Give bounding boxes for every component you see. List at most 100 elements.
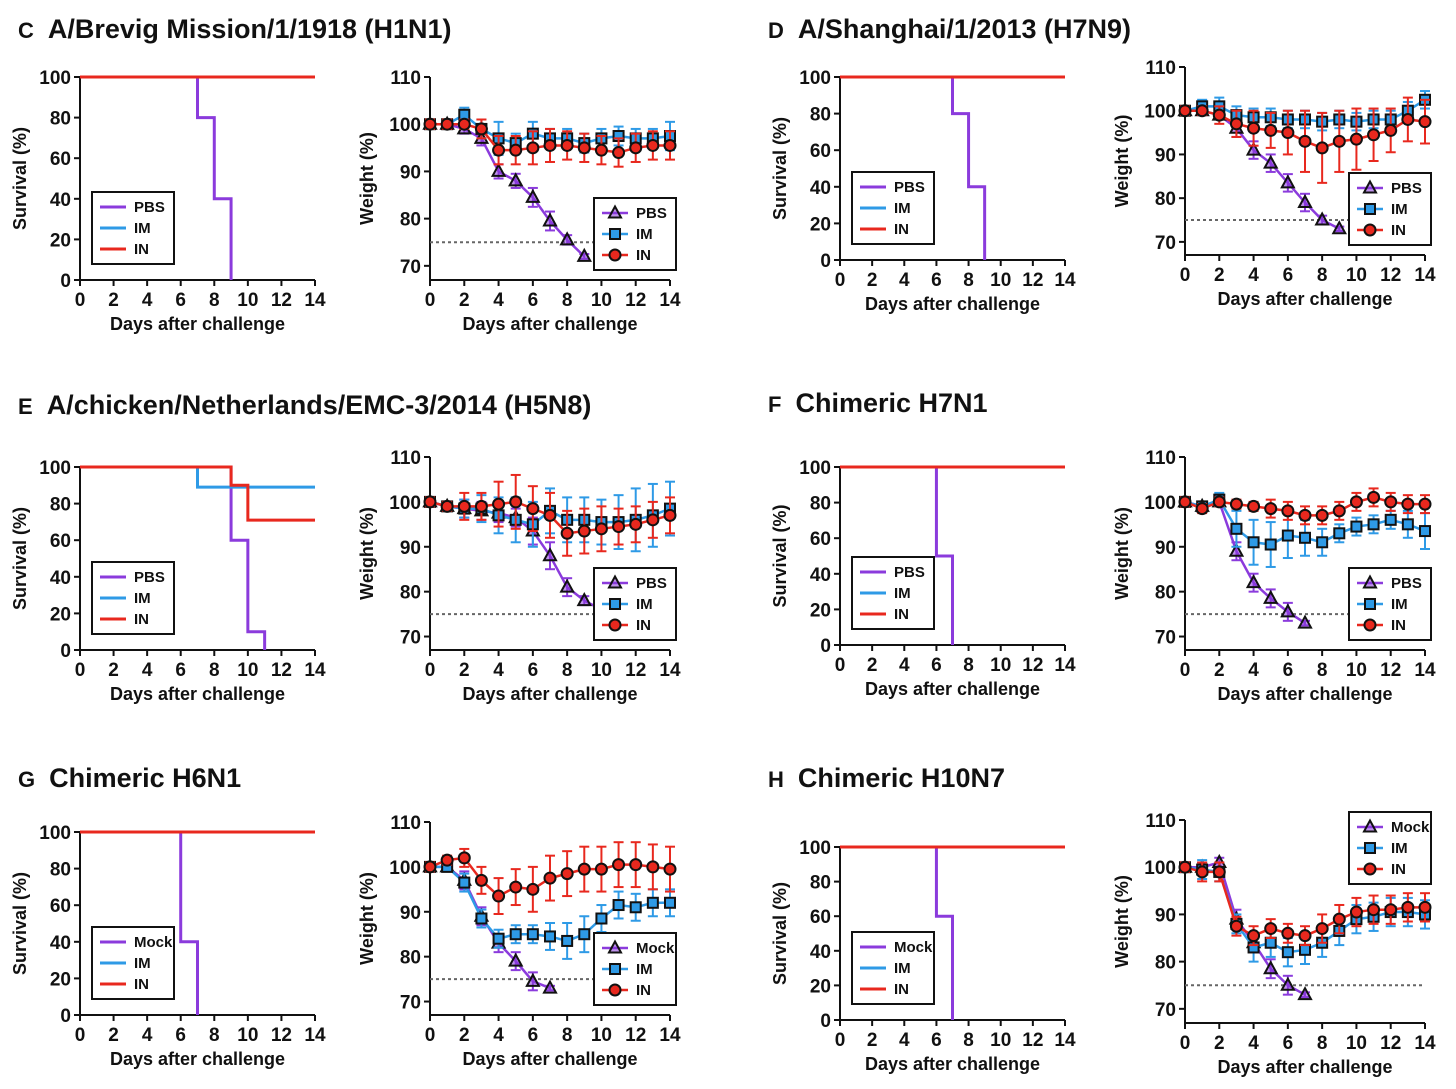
panel-title-g: G Chimeric H6N1	[18, 763, 241, 794]
circle-marker	[1363, 223, 1377, 237]
triangle-marker	[576, 247, 592, 262]
circle-marker	[594, 522, 608, 536]
panel-name: A/Brevig Mission/1/1918 (H1N1)	[47, 14, 452, 44]
legend: PBS IM IN	[851, 556, 935, 630]
y-tick-label: 90	[400, 903, 421, 924]
circle-marker	[1195, 104, 1209, 118]
y-tick-label: 60	[810, 907, 831, 928]
x-tick-label: 8	[209, 1025, 220, 1046]
circle-marker	[1195, 502, 1209, 516]
triangle-marker	[576, 592, 592, 607]
legend-label: PBS	[894, 179, 925, 196]
square-marker	[1316, 536, 1329, 549]
triangle-marker	[542, 212, 558, 227]
y-tick-label: 0	[60, 271, 71, 292]
survival-step-line	[80, 465, 315, 522]
x-tick-label: 6	[175, 290, 186, 311]
x-tick-label: 10	[591, 1025, 612, 1046]
x-tick-label: 0	[75, 1025, 86, 1046]
x-tick-label: 14	[659, 290, 681, 311]
triangle-marker	[1297, 193, 1313, 209]
square-marker	[1367, 518, 1380, 531]
x-tick-label: 10	[591, 290, 612, 311]
circle-marker	[1332, 134, 1346, 148]
y-tick-label: 80	[1155, 953, 1176, 974]
circle-marker	[440, 499, 454, 513]
x-tick-label: 4	[899, 270, 910, 291]
legend-label: Mock	[636, 940, 675, 957]
square-marker	[1281, 529, 1294, 542]
y-tick-label: 100	[39, 68, 71, 89]
triangle-marker	[542, 979, 558, 994]
legend-label: IN	[894, 981, 909, 998]
x-tick-label: 6	[528, 290, 539, 311]
x-tick-label: 6	[528, 660, 539, 681]
x-tick-label: 0	[425, 660, 436, 681]
triangle-marker	[542, 547, 558, 562]
y-tick-label: 110	[390, 68, 421, 89]
triangle-marker	[607, 204, 623, 219]
y-tick-label: 100	[1144, 493, 1176, 514]
series-in	[1178, 96, 1432, 184]
x-tick-label: 12	[625, 290, 646, 311]
y-tick-label: 70	[400, 993, 421, 1014]
triangle-marker	[1280, 174, 1296, 189]
y-tick-label: 60	[50, 149, 71, 170]
triangle-marker	[559, 578, 575, 593]
circle-marker	[1384, 123, 1398, 137]
y-tick-label: 110	[1145, 448, 1176, 469]
legend-label: IN	[1391, 861, 1406, 878]
y-tick-label: 90	[1155, 538, 1176, 559]
y-tick-label: 80	[400, 948, 421, 969]
x-tick-label: 4	[493, 290, 504, 311]
x-tick-label: 10	[1346, 1033, 1367, 1054]
y-tick-label: 80	[810, 873, 831, 894]
circle-marker	[1384, 903, 1398, 917]
x-tick-label: 6	[931, 655, 942, 676]
chart-f-weight: 0 2 4 6 8 10 12 14 70 80 90 100 110 Days after challe…	[1112, 448, 1436, 704]
circle-marker	[663, 508, 677, 522]
legend-label: Mock	[134, 934, 173, 951]
circle-marker	[1401, 112, 1415, 126]
y-tick-label: 20	[50, 604, 71, 625]
x-tick-label: 4	[142, 660, 153, 681]
x-tick-label: 2	[867, 270, 878, 291]
series-in	[423, 473, 677, 557]
x-tick-label: 12	[625, 1025, 646, 1046]
circle-marker	[474, 122, 488, 136]
circle-marker	[474, 499, 488, 513]
y-tick-label: 90	[1155, 145, 1176, 166]
circle-marker	[1315, 508, 1329, 522]
circle-marker	[1264, 922, 1278, 936]
square-marker	[578, 928, 591, 941]
series-in	[1178, 860, 1432, 947]
panel-title-d: D A/Shanghai/1/2013 (H7N9)	[768, 14, 1131, 45]
x-tick-label: 14	[659, 660, 681, 681]
square-marker	[561, 934, 574, 947]
x-tick-label: 14	[1054, 270, 1076, 291]
square-marker	[1401, 518, 1414, 531]
x-tick-label: 2	[1214, 1033, 1225, 1054]
circle-marker	[646, 860, 660, 874]
circle-marker	[1298, 508, 1312, 522]
x-tick-label: 4	[899, 655, 910, 676]
y-tick-label: 100	[1144, 858, 1176, 879]
chart-g-survival: 0 2 4 6 8 10 12 14 0 20 40 60 80 100 Days after challe…	[10, 823, 326, 1069]
series-in	[423, 841, 677, 916]
x-tick-label: 2	[459, 660, 470, 681]
x-tick-label: 2	[459, 1025, 470, 1046]
x-tick-label: 6	[175, 1025, 186, 1046]
x-tick-label: 4	[899, 1030, 910, 1051]
circle-marker	[577, 524, 591, 538]
legend-label: IM	[1391, 201, 1408, 218]
y-tick-label: 90	[400, 162, 421, 183]
circle-marker	[663, 862, 677, 876]
y-tick-label: 60	[810, 141, 831, 162]
x-axis-label: Days after challenge	[1217, 1057, 1392, 1077]
x-tick-label: 12	[1022, 270, 1043, 291]
y-tick-label: 100	[799, 458, 831, 479]
legend-label: IM	[894, 960, 911, 977]
circle-marker	[1195, 865, 1209, 879]
